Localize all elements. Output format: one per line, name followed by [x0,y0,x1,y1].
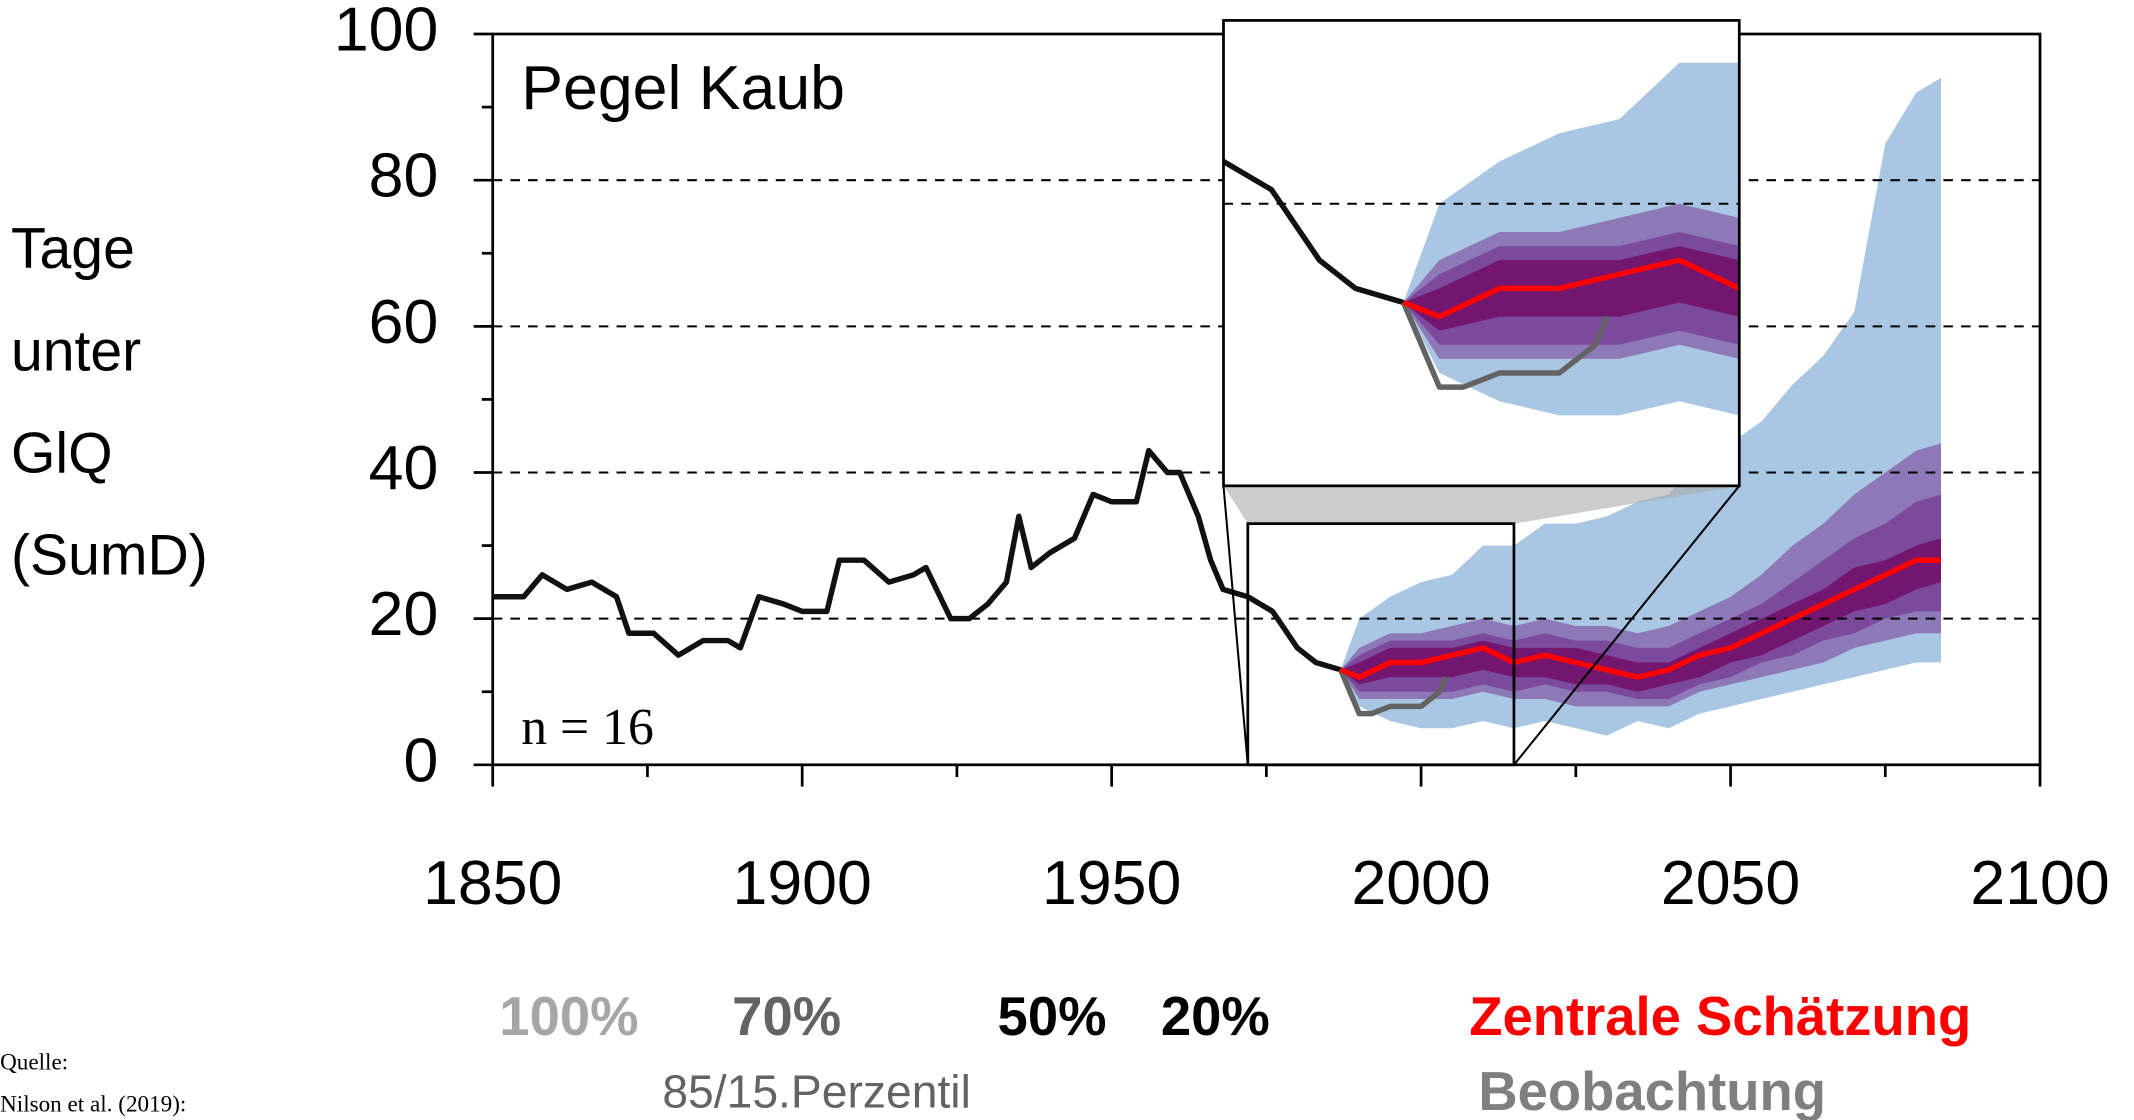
data-line [492,447,1342,673]
source: Quelle: [0,1050,68,1076]
inset [1223,62,1740,416]
y-axis-label: Tage [11,217,135,281]
chart-title: Pegel Kaub [521,53,845,123]
legend-label: 50% [998,986,1107,1047]
y-tick-label: 80 [369,141,439,211]
legend-label: 100% [499,986,638,1047]
zoom-connector [1513,485,1741,766]
y-tick-label: 100 [334,0,438,65]
x-tick-label: 2050 [1661,848,1800,918]
zoom-source-box [1246,522,1516,767]
source: Nilson et al. (2019): [0,1092,186,1118]
y-tick-label: 0 [403,725,438,795]
data-line [1223,158,1405,306]
zoom-connector [1222,485,1249,765]
x-tick-label: 1850 [423,848,562,918]
y-axis-label: unter [11,319,141,383]
zoom-connector [1223,485,1740,524]
y-tick-label: 20 [369,579,439,649]
inset-frame [1222,19,1741,488]
x-tick-label: 2000 [1351,848,1490,918]
x-tick-label: 1950 [1042,848,1181,918]
x-tick-label: 1900 [733,848,872,918]
band-note: 85/15.Perzentil [662,1066,971,1118]
annotation: n = 16 [521,699,654,756]
y-tick-label: 40 [369,433,439,503]
y-axis-label: (SumD) [11,523,208,587]
data-line [1400,301,1610,390]
data-line [1339,557,1941,680]
data-line [1338,668,1449,717]
x-tick-label: 2100 [1970,848,2109,918]
legend-label: Beobachtung [1478,1061,1826,1120]
y-axis-label: GlQ [11,421,113,485]
data-line [1402,257,1740,320]
legend-label: Zentrale Schätzung [1469,986,1971,1047]
y-tick-label: 60 [369,287,439,357]
legend-label: 70% [732,986,841,1047]
legend-label: 20% [1161,986,1270,1047]
